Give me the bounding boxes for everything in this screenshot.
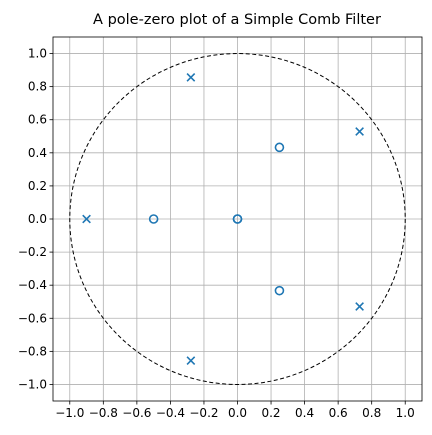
x-axis-ticks: −1.0 −0.8 −0.6 −0.4 −0.2 0.0 0.2 0.4 0.6 0.8 1.0: [55, 401, 415, 420]
y-tick-label: −0.8: [18, 344, 47, 358]
x-tick-label: 0.6: [329, 406, 348, 420]
y-axis-ticks: −1.0 −0.8 −0.6 −0.4 −0.2 0.0 0.2 0.4 0.6 0.8 1.0: [18, 47, 53, 391]
y-tick-label: 1.0: [28, 47, 47, 61]
grid-lines: [53, 37, 422, 401]
zero-marker: [232, 214, 243, 224]
x-tick-label: −0.8: [89, 406, 118, 420]
y-tick-label: 0.8: [28, 80, 47, 94]
pole-marker: [355, 127, 364, 136]
x-tick-label: −0.2: [189, 406, 218, 420]
pole-marker: [82, 214, 91, 224]
x-tick-label: 0.2: [261, 406, 280, 420]
x-tick-label: 1.0: [396, 406, 415, 420]
x-tick-label: 0.8: [362, 406, 381, 420]
y-tick-label: 0.0: [28, 212, 47, 226]
zero-marker: [148, 214, 159, 224]
x-tick-label: −1.0: [55, 406, 84, 420]
unit-circle: [69, 53, 406, 385]
zero-marker: [274, 285, 285, 296]
zero-marker: [274, 142, 285, 153]
x-tick-label: 0.4: [295, 406, 314, 420]
y-tick-label: −0.6: [18, 311, 47, 325]
pole-marker: [186, 356, 196, 365]
x-tick-label: 0.0: [228, 406, 247, 420]
y-tick-label: −0.2: [18, 245, 47, 259]
data-markers: [82, 73, 364, 365]
chart-title: A pole-zero plot of a Simple Comb Filter: [93, 12, 381, 28]
y-tick-label: 0.4: [28, 146, 47, 160]
y-tick-label: 0.6: [28, 113, 47, 127]
pole-marker: [355, 302, 364, 311]
x-tick-label: −0.4: [156, 406, 185, 420]
pole-marker: [186, 73, 196, 82]
y-tick-label: −0.4: [18, 278, 47, 292]
unit-circle-layer: [69, 53, 406, 385]
y-tick-label: 0.2: [28, 179, 47, 193]
x-tick-label: −0.6: [122, 406, 151, 420]
y-tick-label: −1.0: [18, 377, 47, 391]
